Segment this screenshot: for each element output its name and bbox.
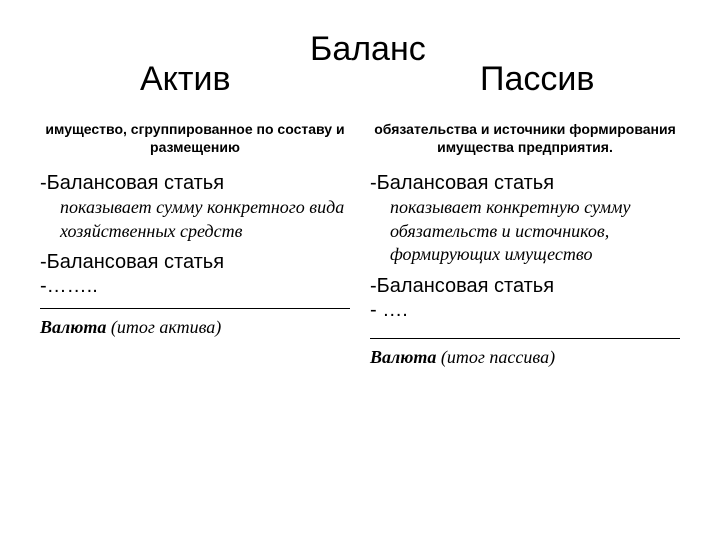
title-right: Пассив	[480, 60, 594, 99]
right-subtitle: обязательства и источники формирования и…	[370, 120, 680, 156]
columns: имущество, сгруппированное по составу и …	[40, 120, 680, 368]
right-valuta: Валюта (итог пассива)	[370, 347, 680, 368]
right-valuta-bold: Валюта	[370, 347, 436, 367]
header-row: Баланс Актив Пассив	[40, 30, 680, 110]
left-valuta-rest: (итог актива)	[106, 317, 221, 337]
right-item-1: -Балансовая статья	[370, 170, 680, 196]
right-desc-1: показывает конкретную сумму обязательств…	[390, 196, 680, 266]
left-dots: -……..	[40, 275, 350, 298]
right-item-2: -Балансовая статья	[370, 273, 680, 299]
right-dots: - ….	[370, 299, 680, 322]
title-left: Актив	[140, 60, 231, 99]
right-divider	[370, 338, 680, 339]
left-divider	[40, 308, 350, 309]
left-desc-1: показывает сумму конкретного вида хозяйс…	[60, 196, 350, 243]
column-left: имущество, сгруппированное по составу и …	[40, 120, 350, 368]
right-valuta-rest: (итог пассива)	[436, 347, 555, 367]
column-right: обязательства и источники формирования и…	[370, 120, 680, 368]
title-main: Баланс	[310, 30, 426, 69]
left-item-2: -Балансовая статья	[40, 249, 350, 275]
left-valuta-bold: Валюта	[40, 317, 106, 337]
left-valuta: Валюта (итог актива)	[40, 317, 350, 338]
left-item-1: -Балансовая статья	[40, 170, 350, 196]
left-subtitle: имущество, сгруппированное по составу и …	[40, 120, 350, 156]
page: Баланс Актив Пассив имущество, сгруппиро…	[0, 0, 720, 540]
